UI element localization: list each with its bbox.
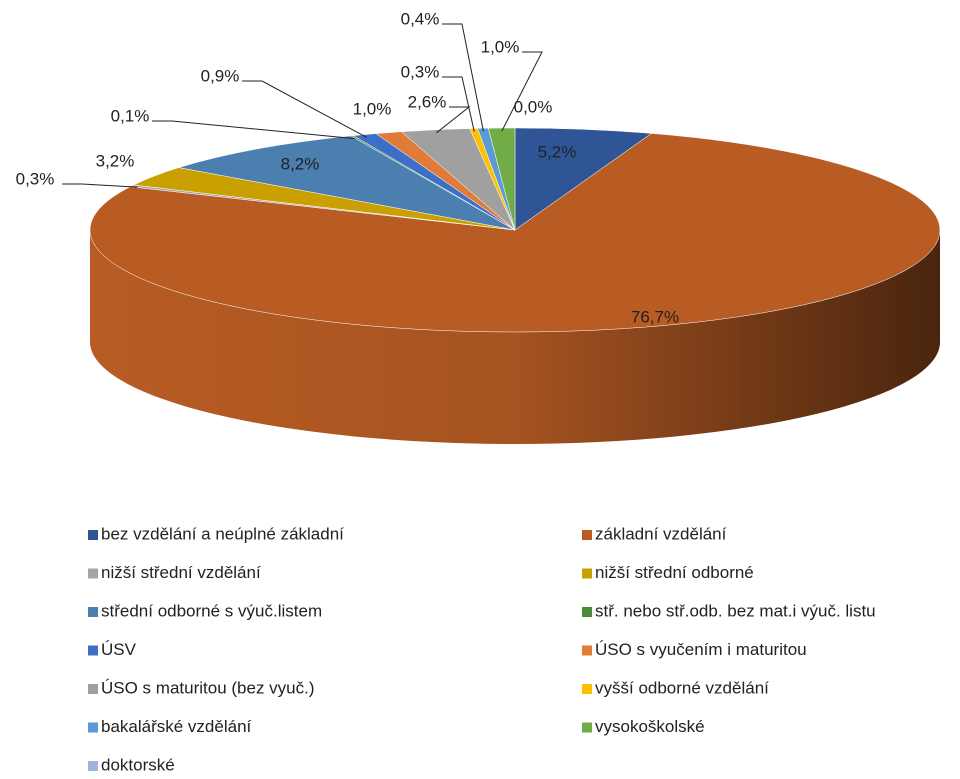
- legend-swatch: [582, 684, 592, 694]
- legend-label: ÚSO s vyučením i maturitou: [595, 640, 807, 659]
- leader-line: [242, 80, 368, 138]
- leader-line: [442, 76, 475, 132]
- leader-line: [501, 51, 543, 132]
- slice-side-shade: [90, 230, 940, 444]
- legend-label: nižší střední odborné: [595, 563, 754, 582]
- data-label: 0,4%: [401, 9, 440, 28]
- legend-label: vyšší odborné vzdělání: [595, 678, 769, 697]
- leader-line: [442, 23, 484, 132]
- legend-swatch: [582, 607, 592, 617]
- legend-swatch: [88, 722, 98, 733]
- legend-swatch: [582, 645, 592, 656]
- legend-swatch: [88, 761, 98, 771]
- data-label: 3,2%: [96, 151, 135, 170]
- legend-label: doktorské: [101, 755, 175, 774]
- legend-label: nižší střední vzdělání: [101, 563, 261, 582]
- legend-label: stř. nebo stř.odb. bez mat.i výuč. listu: [595, 601, 876, 620]
- data-label: 2,6%: [408, 92, 447, 111]
- legend-label: ÚSV: [101, 640, 137, 659]
- legend-swatch: [88, 684, 98, 694]
- leader-line: [62, 183, 138, 188]
- legend-swatch: [88, 645, 98, 656]
- legend-swatch: [582, 530, 592, 540]
- legend-label: bakalářské vzdělání: [101, 717, 252, 736]
- slice: [514, 127, 653, 231]
- legend-label: střední odborné s výuč.listem: [101, 601, 322, 620]
- legend-swatch: [88, 568, 98, 579]
- data-label: 0,1%: [111, 106, 150, 125]
- slice: [487, 127, 516, 231]
- legend-swatch: [88, 607, 98, 617]
- data-label: 0,3%: [16, 169, 55, 188]
- data-label: 0,0%: [514, 97, 553, 116]
- legend-swatch: [582, 722, 592, 733]
- data-label: 0,9%: [201, 66, 240, 85]
- data-label: 8,2%: [281, 154, 320, 173]
- data-label: 0,3%: [401, 62, 440, 81]
- data-label: 1,0%: [353, 99, 392, 118]
- data-label: 1,0%: [481, 37, 520, 56]
- legend-swatch: [582, 568, 592, 579]
- data-label: 76,7%: [631, 307, 679, 326]
- legend-label: vysokoškolské: [595, 717, 705, 736]
- data-label: 5,2%: [538, 142, 577, 161]
- legend-label: bez vzdělání a neúplné základní: [101, 524, 344, 543]
- legend-swatch: [88, 530, 98, 540]
- slice: [89, 133, 941, 333]
- legend-label: ÚSO s maturitou (bez vyuč.): [101, 678, 315, 697]
- legend-label: základní vzdělání: [595, 524, 727, 543]
- leader-line: [152, 120, 355, 140]
